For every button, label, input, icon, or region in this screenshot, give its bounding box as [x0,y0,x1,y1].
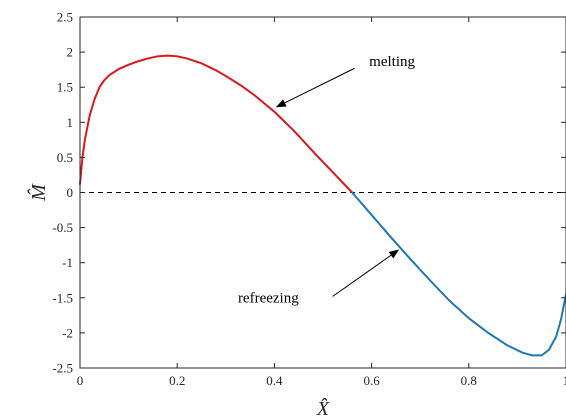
x-tick-label: 0.8 [461,373,477,388]
series-layer [79,54,566,357]
y-tick-label: 1.5 [57,80,73,95]
annotation-layer: melting refreezing [238,54,416,307]
y-tick-label: 1 [67,115,74,130]
x-tick-label: 0.6 [363,373,380,388]
annotation-label: melting [369,54,415,70]
y-axis-label: M̂ [27,183,50,202]
x-tick-label: 0.2 [169,373,185,388]
y-tick-label: 0.5 [57,150,73,165]
x-tick-label: 1 [563,373,566,388]
y-tick-label: -1.5 [52,290,73,305]
x-tick-label: 0.4 [266,373,283,388]
y-tick-label: 2 [67,45,74,60]
y-tick-label: -0.5 [52,220,73,235]
annotation-label: refreezing [238,291,299,307]
x-axis-label: X̂ [316,397,330,420]
y-tick-label: -2.5 [52,361,73,376]
axis-labels: X̂ M̂ [27,183,330,420]
ticks-layer: 0 0.2 0.4 0.6 0.8 1 -2.5 -2 -1.5 -1 -0.5 0 0.5 1 1.5 2 2… [52,10,566,388]
series-line-1 [79,54,354,194]
annotation-arrow [275,67,355,108]
annotation-arrow [332,249,400,297]
series-line-2 [351,191,566,357]
y-tick-label: -2 [62,325,73,340]
x-tick-label: 0 [77,373,84,388]
y-tick-label: 2.5 [57,10,73,25]
y-tick-label: -1 [62,255,73,270]
y-tick-label: 0 [67,185,74,200]
